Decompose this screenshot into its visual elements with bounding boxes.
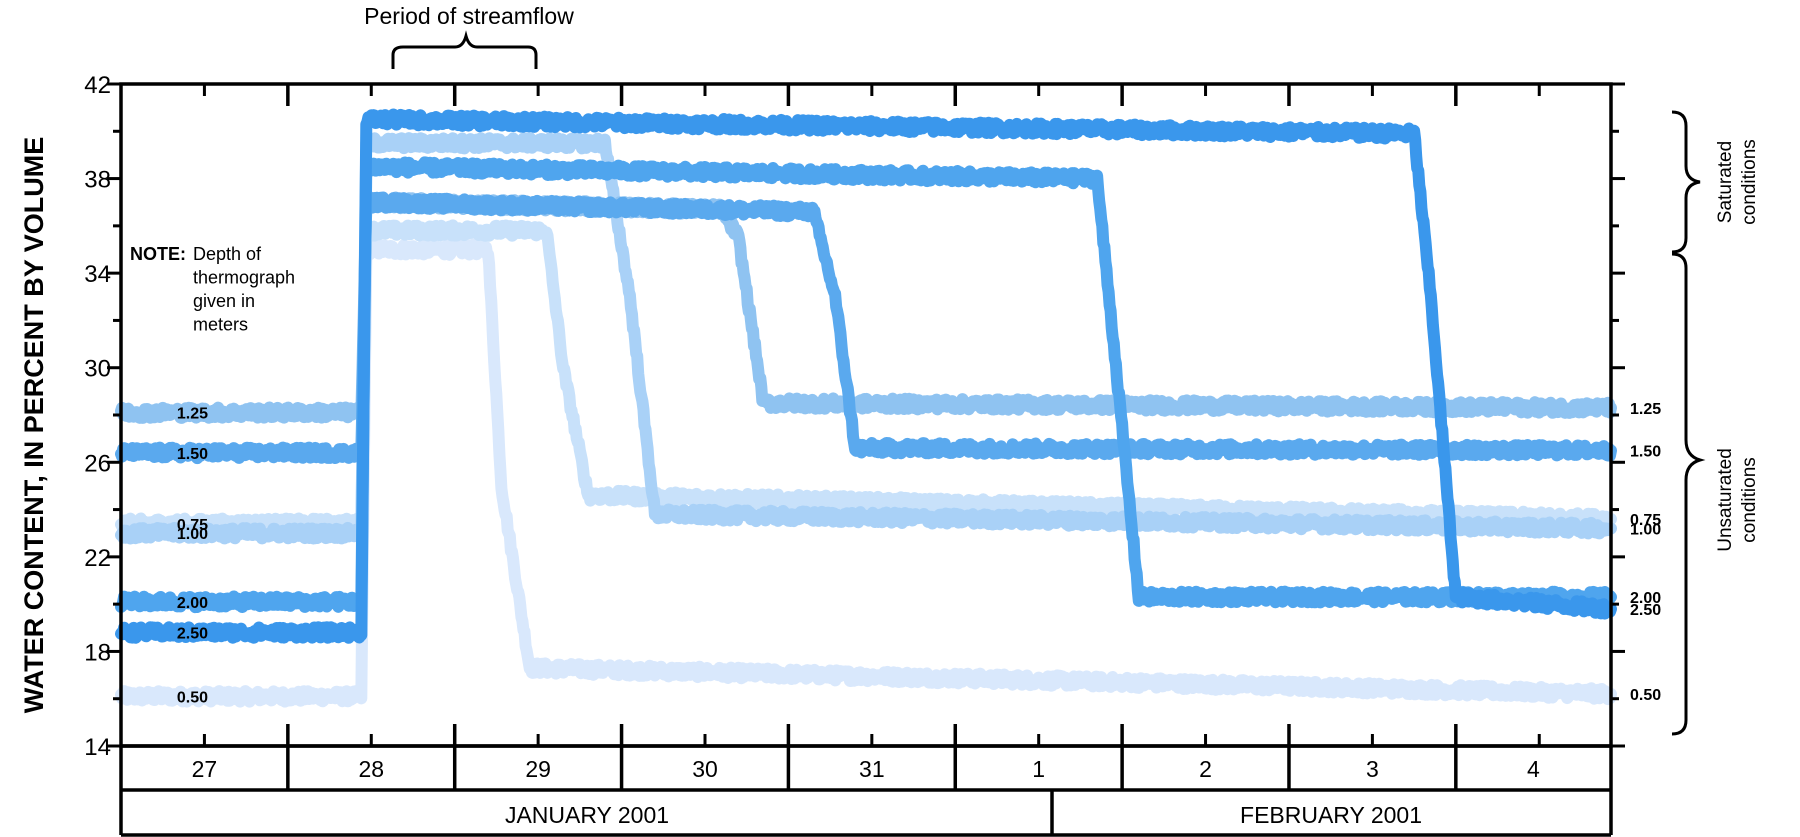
unsaturated-label-2: conditions — [1739, 457, 1760, 543]
series-line-1-00 — [115, 131, 1617, 545]
series-line-0-75 — [115, 219, 1617, 535]
day-label: 27 — [192, 756, 218, 782]
right-depth-label: 1.25 — [1630, 401, 1661, 418]
left-depth-label: 1.50 — [177, 446, 208, 463]
right-depth-label: 2.00 — [1630, 590, 1661, 607]
saturated-brace — [1671, 110, 1701, 254]
left-depth-label: 2.50 — [177, 626, 208, 643]
y-tick-label: 26 — [84, 450, 111, 477]
left-depth-labels: 1.25 1.50 0.751.00 2.00 2.50 0.50 — [177, 406, 208, 707]
series-line-1-25 — [115, 191, 1617, 424]
note-text: Depth of thermograph given in meters — [193, 244, 295, 335]
saturated-label-1: Saturated — [1715, 141, 1736, 223]
y-tick-label: 22 — [84, 545, 111, 572]
unsaturated-label-1: Unsaturated — [1715, 448, 1736, 552]
day-label: 28 — [358, 756, 384, 782]
y-tick-label: 38 — [84, 167, 111, 194]
left-depth-label: 2.00 — [177, 595, 208, 612]
month-label-february: FEBRUARY 2001 — [1240, 802, 1422, 828]
day-label: 29 — [525, 756, 551, 782]
day-labels: 27 28 29 30 31 1 2 3 4 — [192, 756, 1540, 782]
y-tick-label: 34 — [84, 261, 111, 288]
left-depth-label: 0.75 — [177, 517, 208, 534]
month-label-january: JANUARY 2001 — [505, 802, 669, 828]
note-line: meters — [193, 315, 248, 335]
y-axis-label: WATER CONTENT, IN PERCENT BY VOLUME — [19, 137, 49, 714]
unsaturated-brace — [1671, 252, 1706, 736]
day-label: 3 — [1366, 756, 1379, 782]
series-line-2-50 — [115, 108, 1617, 644]
day-label: 30 — [692, 756, 718, 782]
y-tick-label: 18 — [84, 639, 111, 666]
right-depth-label: 1.00 — [1630, 521, 1661, 538]
right-depth-label: 0.50 — [1630, 687, 1661, 704]
streamflow-brace — [391, 30, 538, 69]
right-depth-label: 1.50 — [1630, 443, 1661, 460]
right-depth-label: 0.75 — [1630, 512, 1661, 529]
day-label: 2 — [1199, 756, 1212, 782]
right-depth-labels: 1.25 1.50 0.751.00 2.002.50 0.50 — [1630, 401, 1661, 704]
note-line: thermograph — [193, 268, 295, 288]
y-axis-ticks: 14 18 22 26 30 34 38 42 — [84, 72, 1625, 761]
day-label: 4 — [1527, 756, 1540, 782]
series-layer — [115, 108, 1617, 708]
left-depth-label: 1.00 — [177, 526, 208, 543]
left-depth-label: 0.50 — [177, 689, 208, 706]
period-of-streamflow-label: Period of streamflow — [364, 3, 574, 29]
left-depth-label: 1.25 — [177, 406, 208, 423]
day-label: 31 — [859, 756, 885, 782]
day-label: 1 — [1032, 756, 1045, 782]
right-depth-label: 2.50 — [1630, 602, 1661, 619]
note-line: Depth of — [193, 244, 262, 264]
x-axis-ticks — [202, 84, 1541, 790]
note-label: NOTE: — [130, 244, 186, 264]
saturated-label-2: conditions — [1739, 139, 1760, 225]
y-tick-label: 42 — [84, 72, 111, 99]
y-tick-label: 14 — [84, 734, 111, 761]
note-line: given in — [193, 291, 255, 311]
y-tick-label: 30 — [84, 356, 111, 383]
